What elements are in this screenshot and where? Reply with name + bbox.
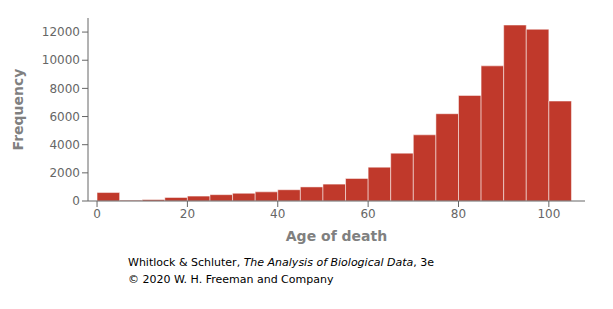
svg-text:Age of death: Age of death — [286, 228, 387, 244]
svg-text:60: 60 — [360, 207, 375, 221]
html-text:© 2020 W. H. Freeman and Compa: © 2020 W. H. Freeman and Company — [128, 273, 334, 286]
svg-text:12000: 12000 — [42, 25, 80, 39]
svg-text:10000: 10000 — [42, 53, 80, 67]
svg-text:0: 0 — [93, 207, 101, 221]
svg-text:8000: 8000 — [49, 82, 80, 96]
svg-text:6000: 6000 — [49, 110, 80, 124]
html-text:Whitlock & Schluter, The Analy: Whitlock & Schluter, The Analysis of Bio… — [128, 256, 434, 269]
svg-text:Frequency: Frequency — [10, 69, 26, 151]
svg-text:100: 100 — [537, 207, 560, 221]
svg-text:2000: 2000 — [49, 166, 80, 180]
svg-text:80: 80 — [451, 207, 466, 221]
svg-text:4000: 4000 — [49, 138, 80, 152]
svg-text:40: 40 — [270, 207, 285, 221]
svg-text:20: 20 — [180, 207, 195, 221]
svg-text:0: 0 — [72, 194, 80, 208]
